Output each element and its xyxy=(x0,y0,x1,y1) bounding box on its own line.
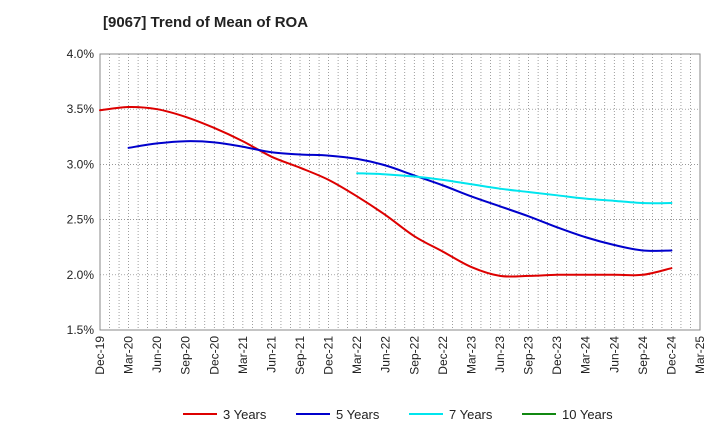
y-tick-label: 1.5% xyxy=(67,323,95,337)
x-tick-label: Jun-24 xyxy=(607,336,621,373)
x-tick-label: Jun-22 xyxy=(379,336,393,373)
x-tick-label: Sep-24 xyxy=(636,336,650,375)
legend-label-7-years: 7 Years xyxy=(449,407,493,422)
legend-label-10-years: 10 Years xyxy=(562,407,613,422)
x-tick-label: Mar-23 xyxy=(464,336,478,374)
y-tick-label: 2.0% xyxy=(67,268,95,282)
y-axis-ticks: 1.5% 2.0% 2.5% 3.0% 3.5% 4.0% xyxy=(67,47,95,337)
y-tick-label: 3.0% xyxy=(67,157,95,171)
x-tick-label: Dec-24 xyxy=(664,336,678,375)
x-tick-label: Dec-22 xyxy=(436,336,450,375)
x-tick-label: Mar-25 xyxy=(693,336,707,374)
x-tick-label: Mar-20 xyxy=(122,336,136,374)
grid-lines xyxy=(99,53,701,331)
x-tick-label: Mar-21 xyxy=(236,336,250,374)
y-tick-label: 2.5% xyxy=(67,213,95,227)
legend: 3 Years 5 Years 7 Years 10 Years xyxy=(183,407,613,422)
x-tick-label: Sep-23 xyxy=(522,336,536,375)
x-axis-ticks: Dec-19 Mar-20 Jun-20 Sep-20 Dec-20 Mar-21 Jun-… xyxy=(93,336,707,375)
chart-title: [9067] Trend of Mean of ROA xyxy=(103,14,309,31)
x-tick-label: Sep-22 xyxy=(407,336,421,375)
x-tick-label: Jun-20 xyxy=(150,336,164,373)
legend-label-3-years: 3 Years xyxy=(223,407,267,422)
x-tick-label: Jun-21 xyxy=(264,336,278,373)
y-tick-label: 4.0% xyxy=(67,47,95,61)
series-lines xyxy=(99,105,673,278)
series-line-5-years xyxy=(127,140,673,252)
x-tick-label: Mar-24 xyxy=(579,336,593,374)
x-tick-label: Sep-20 xyxy=(179,336,193,375)
x-tick-label: Sep-21 xyxy=(293,336,307,375)
series-line-7-years xyxy=(356,172,673,205)
x-tick-label: Jun-23 xyxy=(493,336,507,373)
legend-label-5-years: 5 Years xyxy=(336,407,380,422)
x-tick-label: Mar-22 xyxy=(350,336,364,374)
x-tick-label: Dec-19 xyxy=(93,336,107,375)
x-tick-label: Dec-20 xyxy=(207,336,221,375)
series-line-3-years xyxy=(99,105,673,278)
x-tick-label: Dec-23 xyxy=(550,336,564,375)
y-tick-label: 3.5% xyxy=(67,102,95,116)
x-tick-label: Dec-21 xyxy=(322,336,336,375)
plot-area-border xyxy=(99,53,701,331)
